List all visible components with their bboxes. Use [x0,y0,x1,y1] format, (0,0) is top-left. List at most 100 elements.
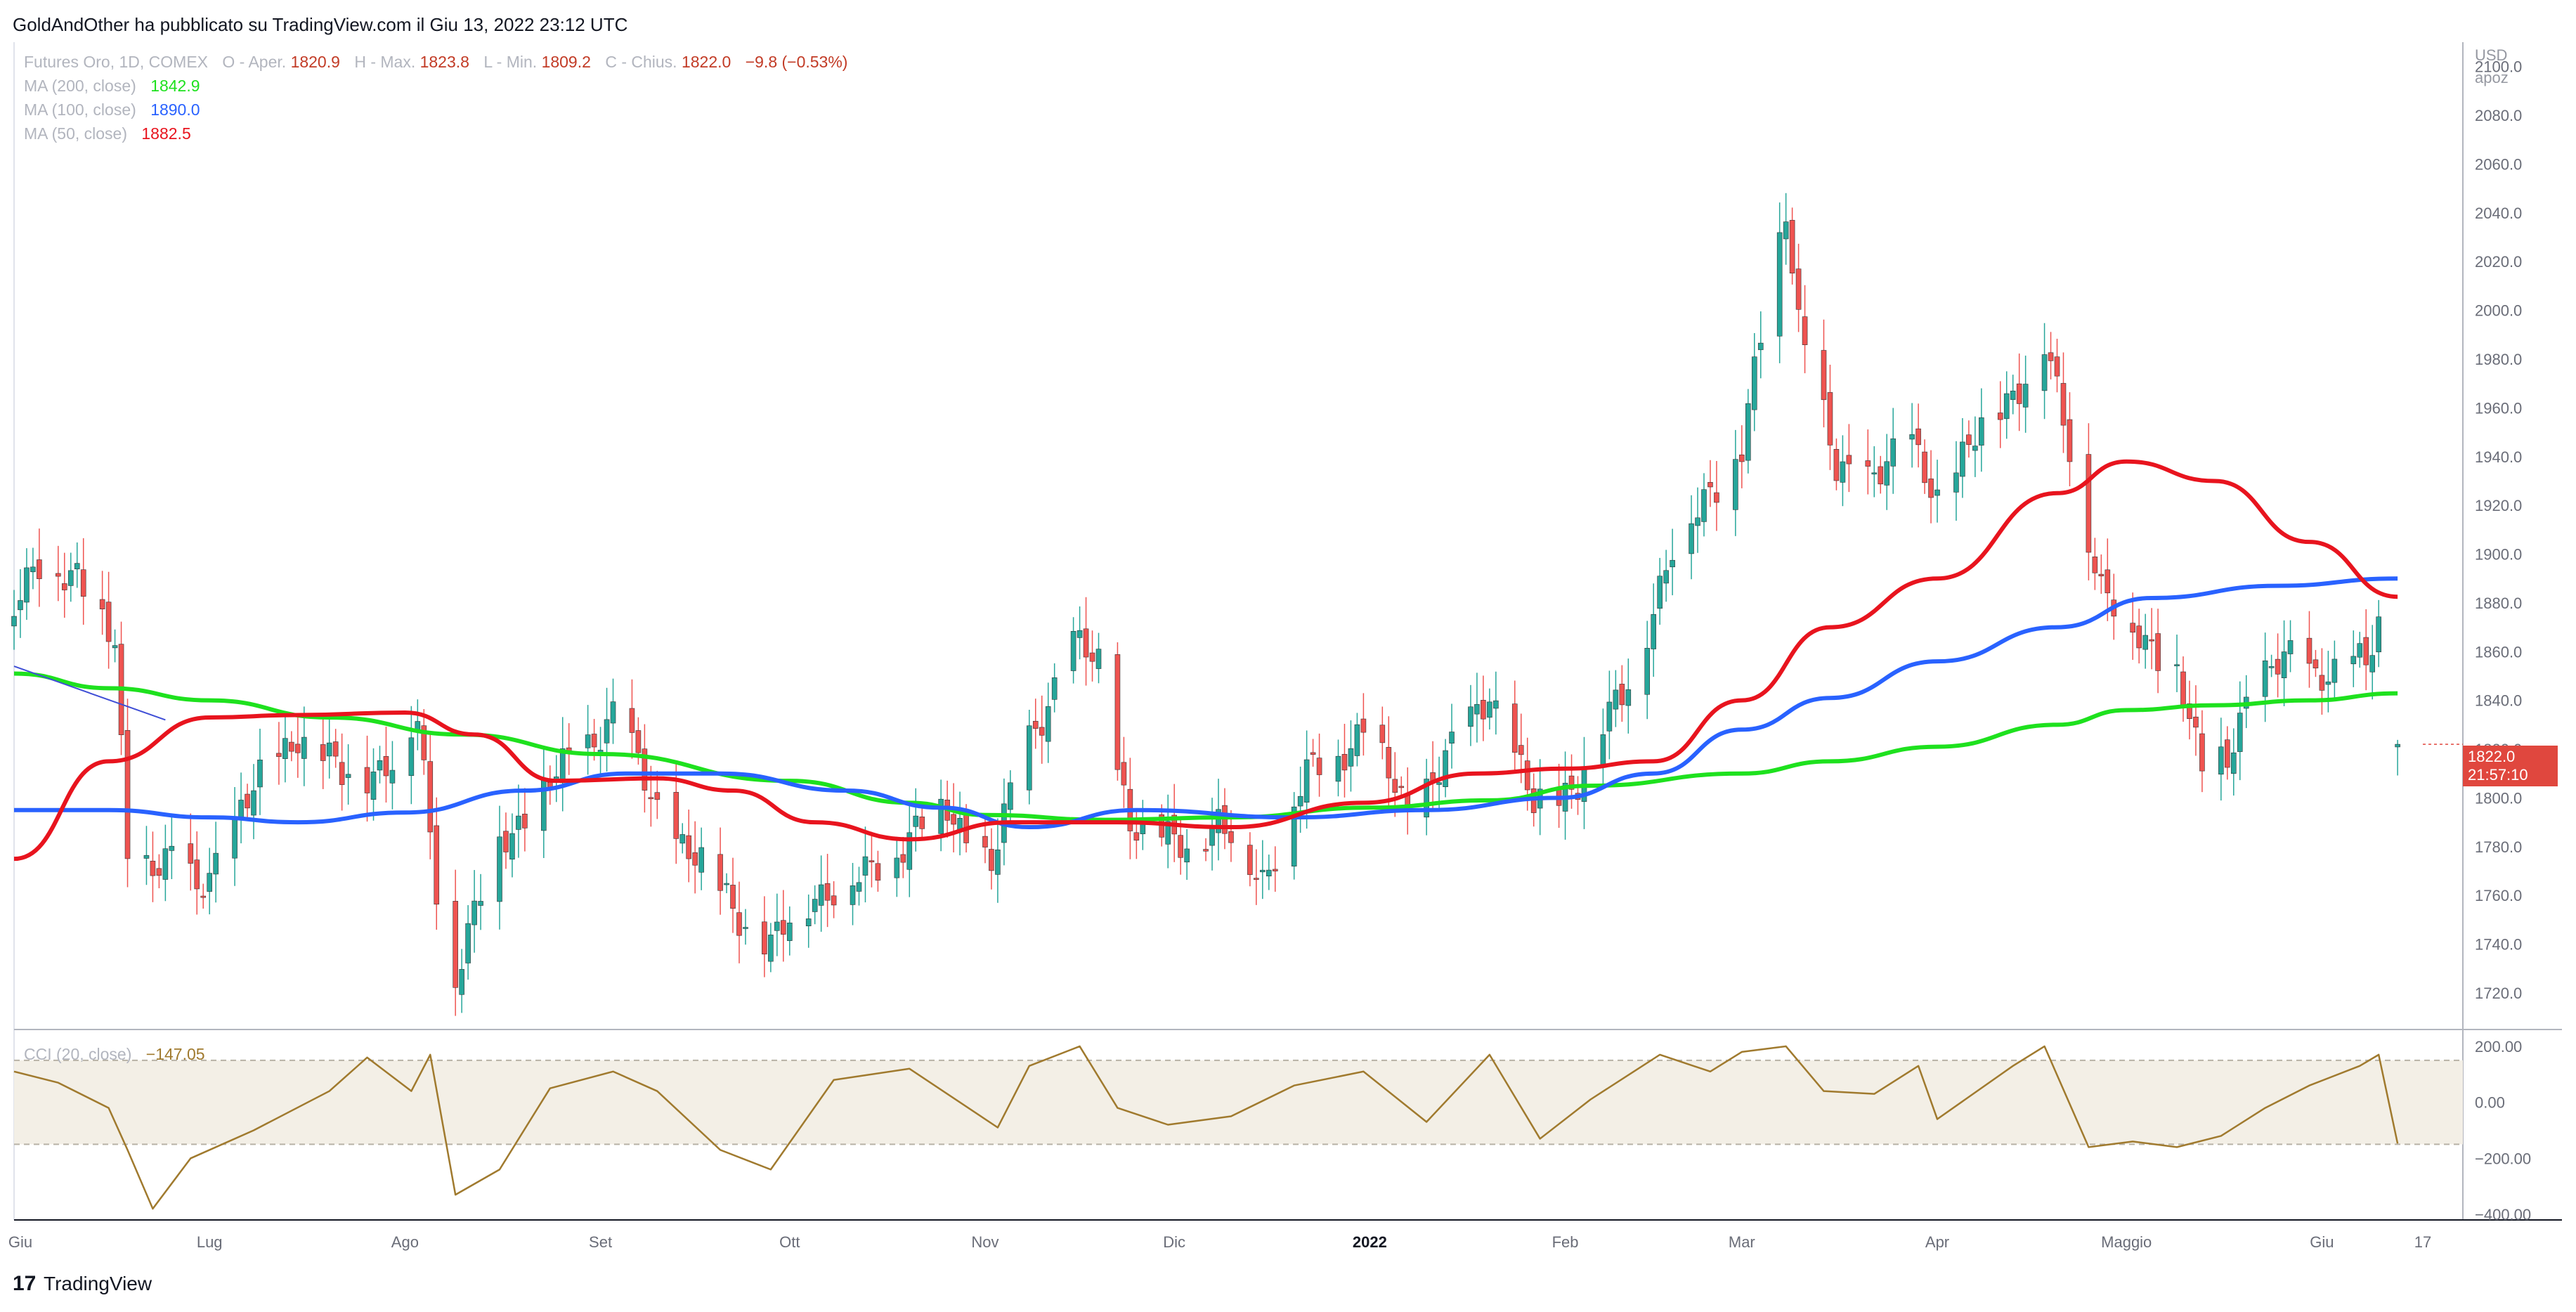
candle [1966,420,1972,458]
candle-body [2003,393,2010,420]
candle-body [1606,701,1613,732]
legend-symbol[interactable]: Futures Oro, 1D, COMEX [24,53,208,71]
candle [2395,739,2400,776]
candle-body [2287,640,2294,654]
candle-body [1783,221,1789,240]
candle [774,893,780,956]
time-tick-label: Dic [1163,1233,1185,1251]
candle-body [1026,725,1032,791]
candle-body [150,860,156,876]
candle [295,716,301,778]
candle-body [2312,659,2319,669]
cci-axis[interactable]: 200.00 0.00 −200.00 −400.00 [2475,1038,2531,1223]
candle [326,717,332,779]
candle [169,814,175,879]
candle [824,854,831,928]
ma50-label: MA (50, close) [24,124,127,143]
candle-body [1625,689,1632,706]
candle [1776,202,1783,363]
candle [1795,243,1802,332]
candle [768,923,774,973]
candle-body [989,849,994,871]
candle-body [1481,700,1486,720]
candle-body [1960,441,1965,477]
candle-body [301,736,307,759]
candle-body [1757,342,1764,351]
candle-body [522,814,528,829]
brand-name: TradingView [44,1273,152,1294]
candle [276,722,282,785]
candle-body [1997,413,2003,420]
candle [1651,583,1656,677]
candle [377,746,383,784]
candle [213,821,219,903]
candle-body [1739,454,1745,462]
last-price-badge [2463,746,2558,786]
cci-line [13,1045,2399,1210]
candle [1316,733,1322,797]
candle-body [1341,754,1348,771]
candle [743,909,748,945]
candle-body [30,566,36,573]
cci-band [14,1060,2463,1145]
legend-ma100[interactable]: MA (100, close) 1890.0 [24,100,200,119]
candle-body [850,885,856,905]
time-axis[interactable]: Giu Lug Ago Set Ott Nov Dic 2022 Feb Mar Apr Maggio… [8,1233,2431,1251]
candle-body [408,737,415,777]
candle [1247,832,1253,887]
candle [1398,776,1405,797]
legend: Futures Oro, 1D, COMEX O - Aper. 1820.9 … [24,53,847,1063]
candle [1884,434,1890,510]
legend-ma200[interactable]: MA (200, close) 1842.9 [24,77,200,95]
candle-body [1247,845,1253,875]
candle [1184,829,1190,881]
candle [1487,688,1492,730]
candles [11,193,2400,1016]
candle [1348,720,1354,792]
candle-body [1133,832,1140,841]
candle-body [768,935,774,962]
candle-body [124,730,131,859]
candle [1997,381,2003,448]
candle-body [1487,701,1492,718]
candle-body [295,743,301,753]
candle-body [995,849,1001,875]
candle-body [1972,446,1978,451]
candle-body [1644,648,1651,695]
price-tick-label: 1760.0 [2475,887,2522,904]
time-tick-label: 17 [2414,1233,2431,1251]
candle-body [730,885,736,909]
candle-body [2041,354,2048,391]
legend-cci[interactable]: CCI (20, close) −147.05 [24,1045,205,1063]
price-axis[interactable]: 2100.0 2080.0 2060.0 2040.0 2020.0 2000.0 1980… [2475,58,2522,1002]
candle [1625,658,1632,734]
candle-body [2237,713,2243,752]
candle [67,552,74,602]
candle-body [1254,878,1259,880]
candle-body [503,831,509,852]
scale-mode-label[interactable]: apoz [2475,69,2509,86]
price-tick-label: 1840.0 [2475,692,2522,710]
candle-body [951,814,956,825]
candle-body [1821,350,1827,401]
legend-ma50[interactable]: MA (50, close) 1882.5 [24,124,191,143]
candle-body [1524,760,1530,791]
candle [465,905,471,980]
candle-body [648,797,654,800]
candle-body [1178,835,1183,858]
candle-body [516,815,521,830]
candle [1802,285,1808,374]
tradingview-logo[interactable]: 17 TradingView [13,1272,152,1295]
candle [522,788,528,852]
candle-body [56,573,61,577]
candle [1953,441,1959,521]
candle [2048,332,2054,379]
candle [2041,323,2048,420]
candle-body [2098,573,2105,577]
candle-body [2174,664,2180,666]
candle-body [906,832,913,870]
ohlc-close-value: 1822.0 [682,53,731,71]
candle-body [370,772,377,800]
candle [1026,710,1032,805]
candle-body [61,583,67,590]
